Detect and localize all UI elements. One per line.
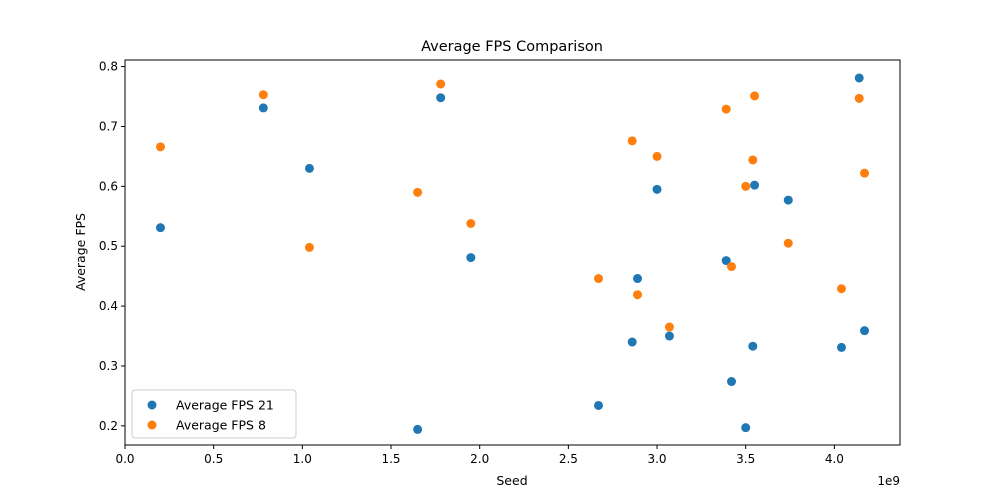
y-tick-label: 0.7 [99, 119, 118, 133]
series-1-point [741, 423, 751, 433]
series-2-point [155, 142, 165, 152]
series-1-point [304, 163, 314, 173]
x-tick-label: 3.0 [647, 452, 666, 466]
series-2-point [721, 104, 731, 114]
y-tick-label: 0.4 [99, 299, 118, 313]
series-2-point [633, 290, 643, 300]
series-2-point [652, 151, 662, 161]
series-1-point [664, 331, 674, 341]
series-2-point [436, 79, 446, 89]
legend-label: Average FPS 21 [176, 398, 274, 413]
series-2-point [304, 242, 314, 252]
y-axis-label: Average FPS [73, 213, 88, 291]
series-2-point [783, 238, 793, 248]
series-2-point [860, 168, 870, 178]
x-axis-label: Seed [496, 473, 527, 488]
y-tick-label: 0.2 [99, 419, 118, 433]
series-1-point [627, 337, 637, 347]
x-tick-label: 4.0 [825, 452, 844, 466]
series-2-point [748, 155, 758, 165]
series-1-point [258, 103, 268, 113]
y-axis: 0.2 0.3 0.4 0.5 0.6 0.7 0.8 [99, 60, 125, 433]
y-tick-label: 0.6 [99, 179, 118, 193]
x-tick-label: 1.0 [293, 452, 312, 466]
series-1-point [155, 223, 165, 233]
x-tick-label: 2.5 [559, 452, 578, 466]
y-tick-label: 0.8 [99, 60, 118, 74]
series-2-point [854, 93, 864, 103]
x-tick-label: 1.5 [381, 452, 400, 466]
series-1-point [652, 184, 662, 194]
series-1-point [860, 326, 870, 336]
y-tick-label: 0.3 [99, 359, 118, 373]
series-2-point [727, 262, 737, 272]
y-tick-label: 0.5 [99, 239, 118, 253]
series-1-point [727, 377, 737, 387]
series-2-point [836, 284, 846, 294]
x-tick-label: 0.5 [204, 452, 223, 466]
series-1-point [783, 195, 793, 205]
legend-marker [147, 400, 157, 410]
series-1-point [854, 73, 864, 83]
series-1-point [466, 253, 476, 263]
series-1-point [436, 93, 446, 103]
plot-frame [124, 59, 901, 446]
legend-label: Average FPS 8 [176, 418, 266, 433]
legend-marker [147, 420, 157, 430]
legend: Average FPS 21 Average FPS 8 [131, 389, 297, 439]
series-2-point [413, 187, 423, 197]
x-tick-label: 0.0 [115, 452, 134, 466]
chart-title: Average FPS Comparison [421, 39, 603, 55]
series-2-point [258, 90, 268, 100]
series-2-point [664, 322, 674, 332]
points-layer [155, 73, 870, 434]
series-1-point [748, 341, 758, 351]
series-2-point [594, 274, 604, 284]
legend-box [131, 389, 297, 439]
x-offset-label: 1e9 [877, 474, 900, 488]
x-tick-label: 2.0 [470, 452, 489, 466]
x-tick-label: 3.5 [736, 452, 755, 466]
series-2-point [750, 91, 760, 101]
series-1-point [594, 400, 604, 410]
series-2-point [466, 218, 476, 228]
series-1-point [413, 424, 423, 434]
series-2-point [741, 181, 751, 191]
series-2-point [627, 136, 637, 146]
series-1-point [721, 256, 731, 266]
series-1-point [836, 342, 846, 352]
series-1-point [633, 274, 643, 284]
series-1-point [750, 180, 760, 190]
x-axis: 0.0 0.5 1.0 1.5 2.0 2.5 3.0 3.5 4.0 [115, 445, 844, 466]
